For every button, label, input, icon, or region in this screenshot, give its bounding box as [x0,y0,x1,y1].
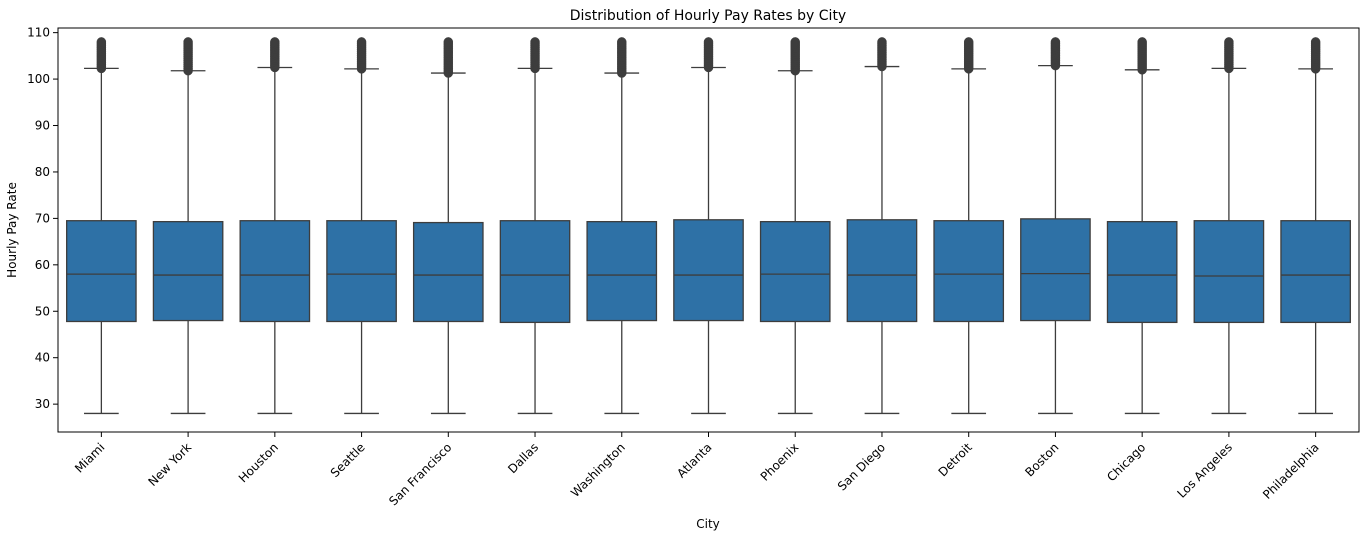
box-boston [1020,37,1091,415]
iqr-box [759,220,831,323]
outlier-point [1310,37,1321,47]
outlier-point [356,37,367,47]
outlier-point [530,37,540,47]
outliers [183,37,193,76]
x-tick-label: Detroit [936,440,975,479]
box-miami [66,37,137,415]
box-philadelphia [1280,37,1351,415]
outliers [270,37,280,73]
iqr-box [499,220,571,324]
iqr-box [933,220,1005,323]
outliers [1310,37,1321,74]
iqr-box [66,220,137,323]
outliers [356,37,367,74]
x-tick-label: Miami [72,440,107,475]
iqr-box [1280,220,1351,324]
box-seattle [326,37,397,415]
outliers [963,37,974,74]
y-tick-label: 80 [35,165,50,179]
y-tick-label: 50 [35,304,50,318]
box-los-angeles [1193,37,1265,415]
box-dallas [499,37,571,415]
outliers [530,37,540,74]
y-tick-label: 30 [35,397,50,411]
outlier-point [1224,37,1234,47]
y-tick-label: 110 [27,26,50,40]
x-tick-label: Dallas [505,440,541,476]
outlier-point [443,37,454,47]
x-tick-label: Los Angeles [1174,440,1235,501]
x-tick-label: San Francisco [386,440,454,508]
outlier-point [1137,37,1147,47]
x-tick-label: Washington [568,440,628,500]
y-axis-label: Hourly Pay Rate [5,182,19,278]
box-new-york [152,37,224,415]
outlier-point [183,37,193,47]
x-tick-label: Chicago [1104,440,1148,484]
outliers [443,37,454,78]
iqr-box [239,220,311,323]
outliers [877,37,887,72]
x-tick-label: Boston [1022,440,1061,479]
iqr-box [586,220,658,322]
iqr-box [1020,218,1091,322]
box-atlanta [673,37,744,415]
iqr-box [1106,220,1178,324]
box-washington [586,37,658,415]
outliers [1137,37,1147,75]
x-tick-label: San Diego [835,440,888,493]
outlier-point [963,37,974,47]
boxes-layer [66,37,1351,415]
outlier-point [1050,37,1061,47]
x-tick-label: Houston [236,440,281,485]
y-tick-label: 100 [27,72,50,86]
y-tick-label: 70 [35,211,50,225]
chart-title: Distribution of Hourly Pay Rates by City [570,8,846,24]
box-san-diego [846,37,918,415]
iqr-box [673,219,744,322]
box-detroit [933,37,1005,415]
iqr-box [1193,220,1265,324]
outliers [617,37,627,78]
outliers [1224,37,1234,74]
x-tick-label: Philadelphia [1260,440,1322,502]
y-axis: 30 40 50 60 70 80 90 100 110 [27,26,58,411]
outlier-point [703,37,714,47]
outlier-point [96,37,107,47]
outliers [96,37,107,74]
x-axis-label: City [696,517,720,531]
x-tick-label: Atlanta [674,440,714,480]
y-tick-label: 90 [35,119,50,133]
box-phoenix [759,37,831,415]
outliers [703,37,714,73]
outliers [790,37,800,76]
box-chicago [1106,37,1178,415]
iqr-box [846,219,918,323]
box-houston [239,37,311,415]
x-tick-label: Seattle [328,440,368,480]
iqr-box [412,221,484,323]
x-tick-label: New York [145,440,194,489]
iqr-box [152,220,224,322]
y-tick-label: 60 [35,258,50,272]
x-tick-label: Phoenix [758,440,802,484]
plot-frame [57,27,1360,433]
y-tick-label: 40 [35,351,50,365]
outlier-point [270,37,280,47]
outlier-point [877,37,887,47]
outliers [1050,37,1061,71]
x-axis: Miami New York Houston Seattle San Francisco… [72,432,1322,508]
box-san-francisco [412,37,484,415]
iqr-box [326,220,397,323]
outlier-point [617,37,627,47]
outlier-point [790,37,800,47]
